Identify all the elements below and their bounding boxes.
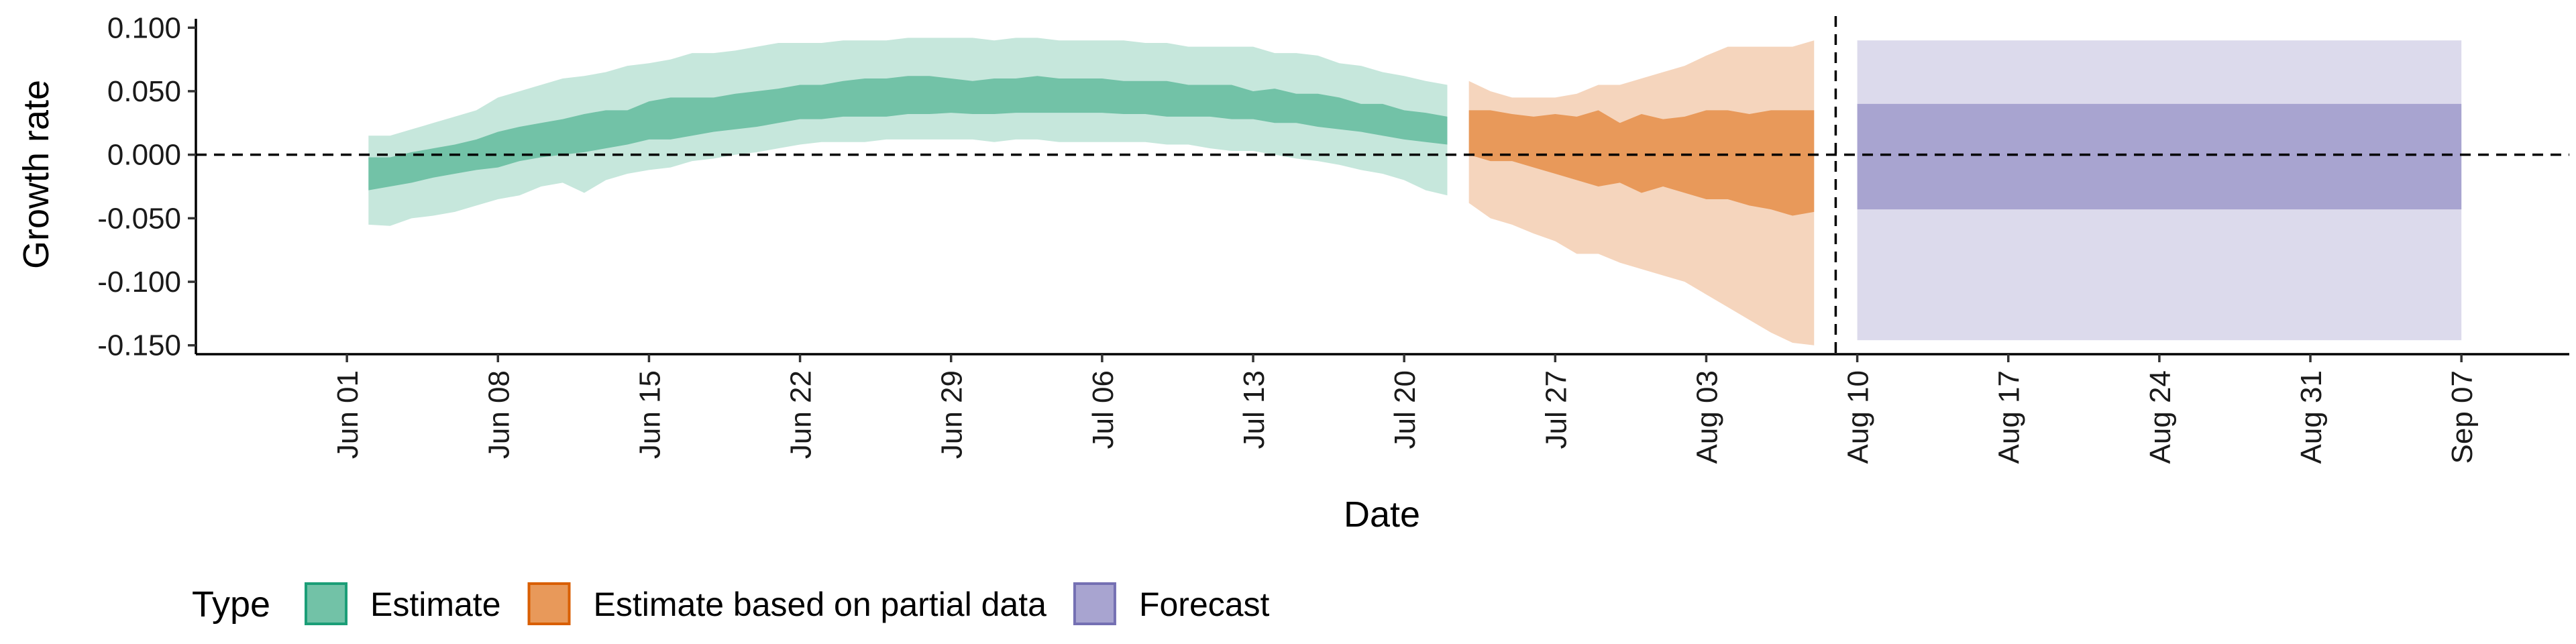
x-tick-label: Aug 24: [2144, 370, 2177, 464]
axes: 0.100 0.050 0.000 -0.050 -0.100 -0.150 Jun 01 J…: [97, 11, 2569, 464]
x-tick-label: Jul 20: [1389, 370, 1421, 449]
x-tick-label: Aug 31: [2295, 370, 2328, 464]
legend-label: Estimate based on partial data: [594, 586, 1047, 623]
x-tick-label: Aug 03: [1690, 370, 1723, 464]
y-tick-label: -0.150: [97, 329, 181, 362]
x-tick-label: Aug 17: [1993, 370, 2026, 464]
legend-label: Estimate: [370, 586, 501, 623]
legend-item-estimate: Estimate: [305, 582, 501, 625]
y-tick-label: 0.100: [107, 11, 181, 44]
y-tick-label: 0.000: [107, 139, 181, 172]
x-axis-title: Date: [1344, 494, 1420, 535]
legend-item-estimate-based-on-partial-data: Estimate based on partial data: [527, 582, 1047, 625]
legend: Type Estimate Estimate based on partial da…: [192, 582, 1270, 625]
x-tick-label: Jul 06: [1087, 370, 1120, 449]
y-tick-label: 0.050: [107, 75, 181, 108]
ribbon-layer: [368, 38, 2462, 345]
x-tick-label: Jun 29: [936, 370, 969, 459]
x-tick-label: Jun 15: [633, 370, 666, 459]
x-tick-label: Jun 22: [785, 370, 818, 459]
forecast-inner-band: [1857, 103, 2462, 210]
y-tick-label: -0.100: [97, 266, 181, 299]
x-tick-label: Jun 01: [331, 370, 364, 459]
legend-title: Type: [192, 584, 270, 625]
estimate-based-on-partial-data-inner-band: [1468, 110, 1815, 216]
legend-swatch: [527, 582, 571, 625]
estimate-inner-band: [368, 76, 1448, 191]
x-tick-label: Sep 07: [2446, 370, 2479, 464]
y-tick-label: -0.050: [97, 202, 181, 235]
x-tick-label: Jul 13: [1238, 370, 1271, 449]
x-tick-label: Aug 10: [1842, 370, 1875, 464]
y-axis-title: Growth rate: [16, 80, 56, 269]
legend-label: Forecast: [1139, 586, 1270, 623]
legend-item-forecast: Forecast: [1073, 582, 1270, 625]
legend-swatch: [305, 582, 347, 625]
x-tick-label: Jun 08: [482, 370, 515, 459]
x-tick-label: Jul 27: [1540, 370, 1572, 449]
legend-swatch: [1073, 582, 1116, 625]
reference-lines: [196, 16, 2569, 354]
